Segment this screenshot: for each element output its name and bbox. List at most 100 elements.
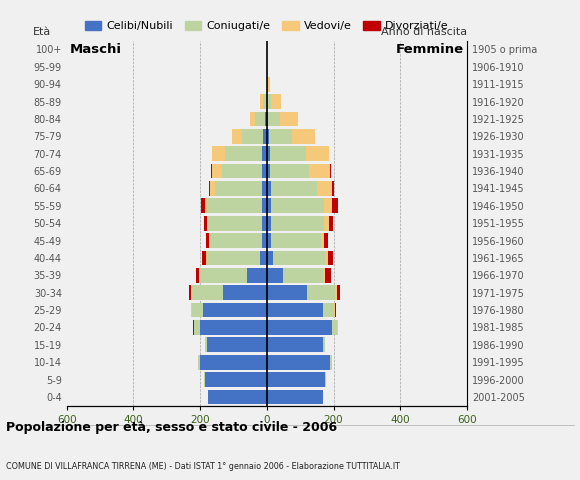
Bar <box>204 216 207 230</box>
Bar <box>262 233 267 248</box>
Bar <box>292 129 316 144</box>
Bar <box>267 268 284 283</box>
Bar <box>201 198 205 213</box>
Bar <box>271 198 324 213</box>
Bar <box>205 372 267 387</box>
Bar <box>267 251 274 265</box>
Bar <box>247 268 267 283</box>
Bar <box>325 251 328 265</box>
Bar <box>328 251 333 265</box>
Bar <box>332 181 334 196</box>
Bar <box>192 285 223 300</box>
Text: Popolazione per età, sesso e stato civile - 2006: Popolazione per età, sesso e stato civil… <box>6 421 337 434</box>
Bar <box>260 94 263 109</box>
Bar <box>271 233 321 248</box>
Bar <box>205 337 207 352</box>
Text: Età: Età <box>32 27 51 37</box>
Bar <box>324 303 334 317</box>
Bar <box>194 320 200 335</box>
Bar <box>270 164 310 179</box>
Bar <box>250 111 255 126</box>
Bar <box>262 181 267 196</box>
Bar <box>242 129 263 144</box>
Bar <box>262 146 267 161</box>
Bar <box>274 251 325 265</box>
Bar <box>336 285 340 300</box>
Bar <box>267 372 325 387</box>
Bar <box>267 320 332 335</box>
Bar <box>262 216 267 230</box>
Bar <box>215 181 262 196</box>
Bar <box>262 198 267 213</box>
Text: COMUNE DI VILLAFRANCA TIRRENA (ME) - Dati ISTAT 1° gennaio 2006 - Elaborazione T: COMUNE DI VILLAFRANCA TIRRENA (ME) - Dat… <box>6 462 400 471</box>
Bar <box>332 198 338 213</box>
Bar <box>324 216 329 230</box>
Bar <box>208 216 262 230</box>
Bar <box>270 129 292 144</box>
Bar <box>196 268 200 283</box>
Bar <box>317 181 332 196</box>
Bar <box>267 94 271 109</box>
Bar <box>324 337 325 352</box>
Bar <box>307 285 335 300</box>
Bar <box>321 233 324 248</box>
Bar <box>270 146 306 161</box>
Bar <box>207 198 262 213</box>
Bar <box>255 111 265 126</box>
Bar <box>198 355 200 370</box>
Bar <box>210 233 262 248</box>
Bar <box>269 111 280 126</box>
Bar <box>267 390 323 404</box>
Bar <box>191 285 192 300</box>
Bar <box>192 303 204 317</box>
Bar <box>200 355 267 370</box>
Bar <box>280 111 299 126</box>
Bar <box>335 303 336 317</box>
Bar <box>232 129 242 144</box>
Bar <box>210 181 215 196</box>
Bar <box>330 355 332 370</box>
Bar <box>263 129 267 144</box>
Bar <box>205 198 207 213</box>
Bar <box>212 164 222 179</box>
Bar <box>267 303 324 317</box>
Bar <box>329 216 333 230</box>
Text: Anno di nascita: Anno di nascita <box>381 27 467 37</box>
Bar <box>271 94 281 109</box>
Bar <box>207 216 208 230</box>
Bar <box>267 181 271 196</box>
Bar <box>200 320 267 335</box>
Bar <box>324 233 328 248</box>
Bar <box>209 233 210 248</box>
Bar <box>263 94 267 109</box>
Bar <box>334 303 335 317</box>
Legend: Celibi/Nubili, Coniugati/e, Vedovi/e, Divorziati/e: Celibi/Nubili, Coniugati/e, Vedovi/e, Di… <box>85 21 449 31</box>
Bar <box>189 285 191 300</box>
Bar <box>208 390 267 404</box>
Bar <box>267 233 271 248</box>
Bar <box>284 268 324 283</box>
Bar <box>268 77 270 92</box>
Bar <box>267 111 269 126</box>
Bar <box>267 216 271 230</box>
Bar <box>324 198 332 213</box>
Text: Maschi: Maschi <box>70 43 122 56</box>
Bar <box>204 372 205 387</box>
Bar <box>265 111 267 126</box>
Bar <box>207 337 267 352</box>
Bar <box>222 164 262 179</box>
Bar <box>330 164 331 179</box>
Bar <box>267 337 324 352</box>
Bar <box>267 198 271 213</box>
Bar <box>271 216 324 230</box>
Bar <box>325 268 331 283</box>
Bar <box>271 181 317 196</box>
Bar <box>267 77 268 92</box>
Text: Femmine: Femmine <box>396 43 463 56</box>
Bar <box>267 129 270 144</box>
Bar <box>267 285 307 300</box>
Bar <box>206 251 260 265</box>
Bar <box>206 251 207 265</box>
Bar <box>202 251 206 265</box>
Bar <box>225 146 262 161</box>
